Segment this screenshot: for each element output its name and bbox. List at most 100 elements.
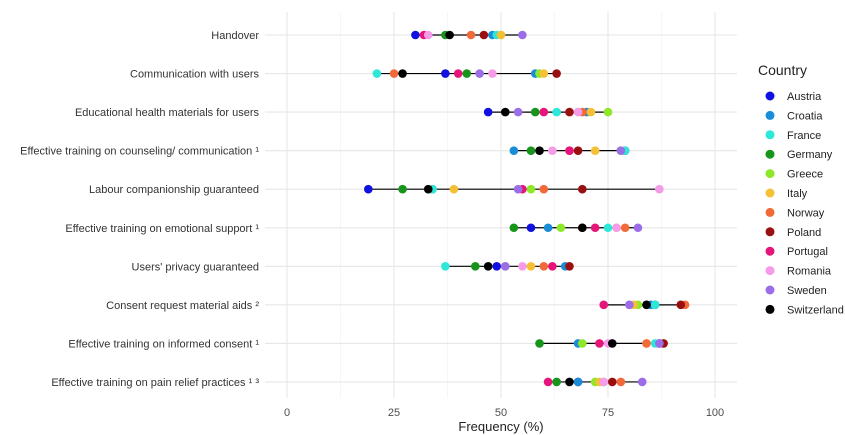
legend-swatch [765,169,775,179]
data-point [500,262,510,271]
data-point [411,30,420,40]
legend-label: Austria [787,91,822,103]
data-point [539,107,549,117]
data-point [518,262,527,271]
data-point [441,262,450,271]
data-point [509,146,519,155]
data-point [496,30,506,40]
legend-swatch [765,130,775,140]
data-point [548,262,557,271]
data-point [543,377,553,387]
data-point [539,69,549,78]
x-tick-label: 50 [495,407,507,419]
legend-label: Italy [787,188,808,200]
data-point [637,377,647,387]
legend-label: Norway [787,207,825,219]
category-row [372,69,561,78]
legend-label: Poland [787,227,821,239]
data-point [599,300,609,310]
data-point [655,184,664,194]
y-axis-labels: Handover Communication with users Educatio… [20,30,259,389]
data-point [509,223,519,233]
data-point [642,300,651,310]
data-point [565,107,574,117]
category-row [509,146,630,155]
data-point [616,146,626,155]
legend-item: Croatia [765,110,823,122]
category-label: Effective training on pain relief practi… [51,377,259,389]
category-label: Labour companionship guaranteed [89,184,259,196]
data-point [612,223,621,233]
legend-item: Romania [765,266,832,278]
data-point [616,377,626,387]
data-point [526,146,536,155]
data-point [398,184,407,194]
data-point [607,377,617,387]
legend-swatch [765,227,775,237]
legend-label: Romania [787,266,832,278]
data-point [492,262,502,271]
data-point [552,377,561,387]
legend-item: Portugal [765,246,828,258]
legend-label: Greece [787,169,823,181]
legend-swatch [765,304,775,314]
legend-swatch [765,266,775,276]
legend-item: Poland [765,227,821,239]
legend-label: Portugal [787,246,828,258]
legend-label: Croatia [787,110,823,122]
data-point [441,69,450,78]
data-point [513,107,523,117]
data-point [565,377,574,387]
data-point [625,300,634,310]
category-row [364,184,664,194]
data-point [462,69,472,78]
legend-title: Country [758,62,807,78]
data-point [526,262,536,271]
data-point [488,69,497,78]
data-rows [364,30,690,387]
data-point [466,30,476,40]
data-point [372,69,382,78]
category-row [543,377,647,387]
category-label: Effective training on informed consent ¹ [68,338,259,350]
data-point [552,107,561,117]
category-label: Educational health materials for users [75,107,260,119]
category-label: Effective training on counseling/ commun… [20,146,259,158]
data-point [573,377,583,387]
data-point [565,146,574,155]
legend-item: France [765,130,821,142]
data-point [526,223,536,233]
category-label: Effective training on emotional support … [65,223,259,235]
data-point [565,262,574,271]
category-label: Consent request material aids ² [106,300,259,312]
category-row [535,339,668,348]
legend-swatch [765,188,775,198]
data-point [530,107,540,117]
category-row [599,300,690,310]
data-point [603,107,613,117]
data-point [518,30,527,40]
data-point [556,223,566,233]
x-tick-label: 25 [388,407,400,419]
data-point [423,184,433,194]
data-point [543,223,553,233]
data-point [590,146,600,155]
data-point [578,184,587,194]
data-point [539,262,549,271]
data-point [471,262,480,271]
legend-swatch [765,110,775,120]
category-row [483,107,613,117]
legend-label: Germany [787,149,833,161]
data-point [453,69,463,78]
data-point [449,184,459,194]
data-point [535,339,544,348]
category-label: Handover [211,30,259,42]
data-point [633,223,643,233]
data-point [479,30,489,40]
data-point [552,69,561,78]
data-point [475,69,484,78]
legend-swatch [765,149,775,159]
legend-item: Sweden [765,285,827,297]
legend-item: Italy [765,188,808,200]
